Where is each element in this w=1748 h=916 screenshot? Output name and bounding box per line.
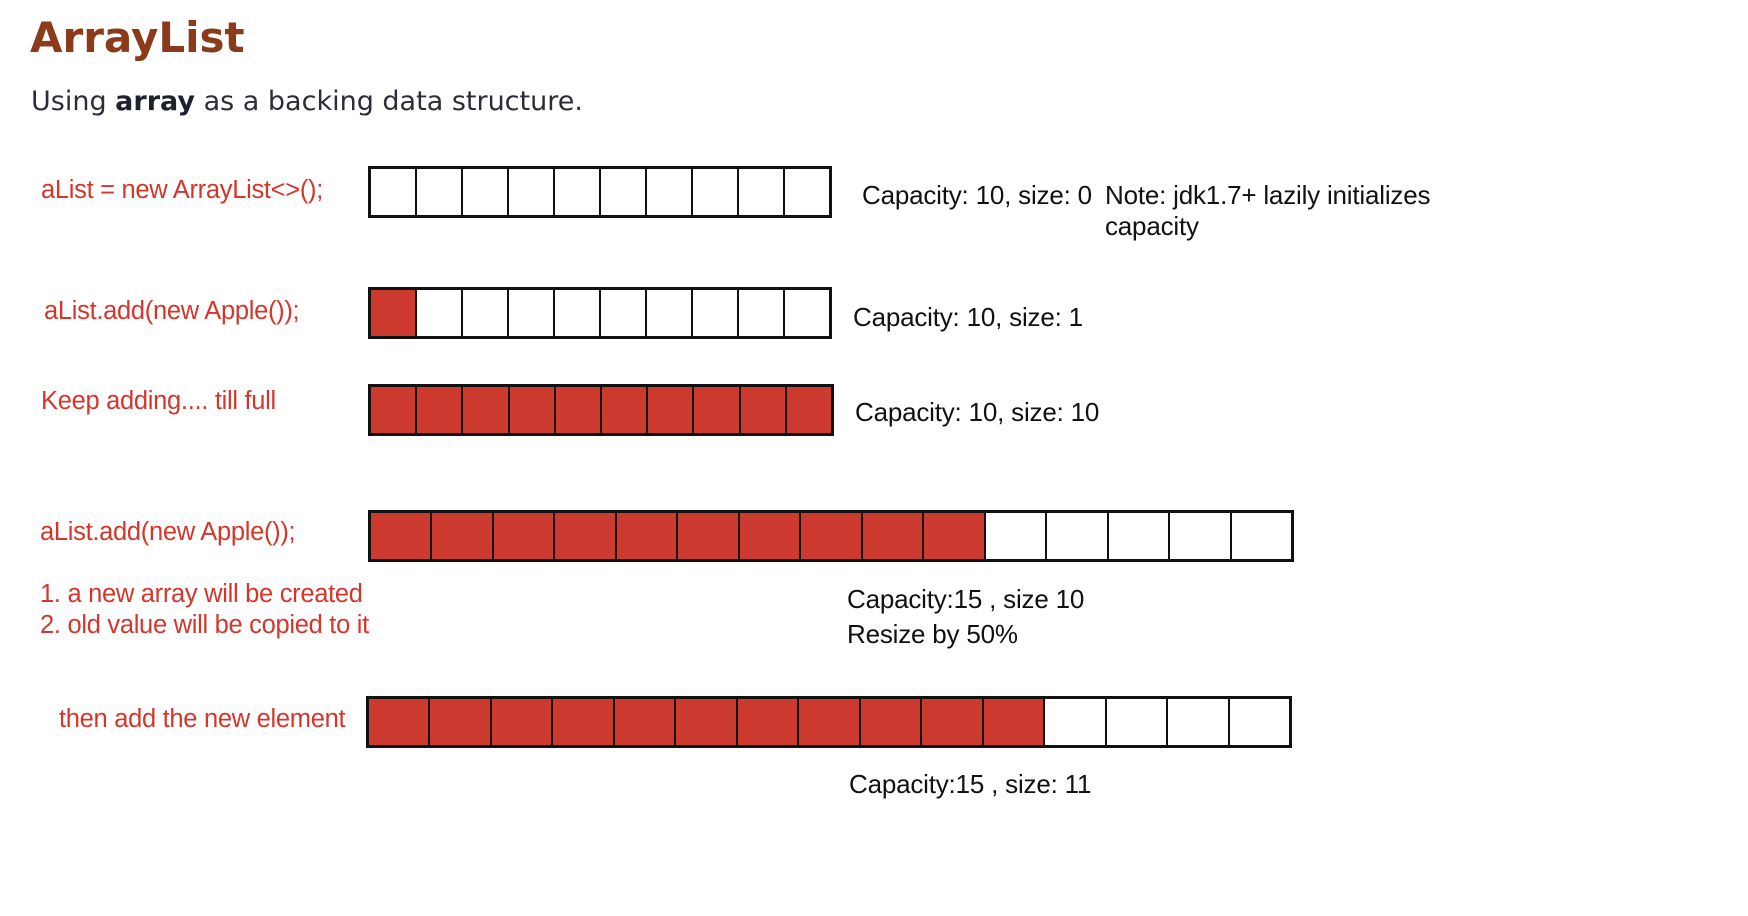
step4-status: Capacity:15 , size 10	[847, 584, 1085, 614]
array-cell-empty	[645, 290, 691, 336]
array-cell-empty	[507, 169, 553, 215]
array-cell-empty	[983, 513, 1046, 559]
array-cell-empty	[783, 169, 829, 215]
array-cell-filled	[369, 699, 429, 745]
step2-array	[368, 287, 832, 339]
step4-explanation-1: 1. a new array will be created	[40, 580, 363, 608]
step5-code-label: then add the new element	[59, 705, 346, 733]
array-cell-empty	[1227, 699, 1290, 745]
step1-status: Capacity: 10, size: 0	[862, 180, 1092, 210]
subtitle-prefix: Using	[31, 86, 116, 117]
array-cell-filled	[461, 387, 508, 433]
array-cell-empty	[1168, 513, 1230, 559]
array-cell-empty	[415, 169, 461, 215]
array-cell-filled	[799, 513, 861, 559]
array-cell-empty	[1106, 513, 1169, 559]
array-cell-filled	[738, 387, 785, 433]
array-cell-filled	[860, 513, 923, 559]
array-cell-empty	[737, 290, 783, 336]
step4-code-label: aList.add(new Apple());	[40, 518, 296, 546]
array-cell-filled	[922, 513, 984, 559]
step2-code-label: aList.add(new Apple());	[44, 297, 300, 325]
array-cell-empty	[691, 290, 737, 336]
step1-array	[368, 166, 832, 218]
array-cell-filled	[692, 387, 739, 433]
array-cell-filled	[784, 387, 832, 433]
array-cell-filled	[614, 513, 677, 559]
array-cell-empty	[1043, 699, 1105, 745]
array-cell-filled	[489, 699, 552, 745]
array-cell-filled	[797, 699, 859, 745]
array-cell-filled	[612, 699, 675, 745]
page-subtitle: Using array as a backing data structure.	[31, 82, 583, 122]
array-cell-empty	[553, 169, 599, 215]
array-cell-filled	[553, 513, 615, 559]
array-cell-filled	[430, 513, 492, 559]
array-cell-empty	[371, 169, 415, 215]
array-cell-filled	[371, 387, 416, 433]
array-cell-filled	[646, 387, 693, 433]
array-cell-filled	[428, 699, 490, 745]
step1-note: Note: jdk1.7+ lazily initializes	[1105, 180, 1431, 210]
array-cell-empty	[737, 169, 783, 215]
subtitle-emphasis: array	[115, 86, 196, 117]
step5-status: Capacity:15 , size: 11	[849, 769, 1092, 799]
array-cell-filled	[858, 699, 921, 745]
array-cell-empty	[645, 169, 691, 215]
step1-note-continued: capacity	[1105, 211, 1199, 241]
array-cell-filled	[507, 387, 554, 433]
step3-array	[368, 384, 834, 436]
array-cell-filled	[415, 387, 462, 433]
array-cell-empty	[415, 290, 461, 336]
step4-array	[368, 510, 1294, 562]
array-cell-filled	[491, 513, 554, 559]
step5-array	[366, 696, 1292, 748]
step4-resize-note: Resize by 50%	[847, 619, 1018, 649]
array-cell-filled	[371, 290, 415, 336]
array-cell-empty	[461, 169, 507, 215]
subtitle-suffix: as a backing data structure.	[195, 86, 583, 117]
array-cell-filled	[600, 387, 647, 433]
array-cell-filled	[674, 699, 736, 745]
step1-code-label: aList = new ArrayList<>();	[41, 176, 324, 204]
step4-explanation-2: 2. old value will be copied to it	[40, 611, 369, 639]
array-cell-filled	[553, 387, 601, 433]
array-cell-empty	[599, 290, 645, 336]
array-cell-empty	[461, 290, 507, 336]
array-cell-empty	[1229, 513, 1292, 559]
array-cell-empty	[553, 290, 599, 336]
array-cell-filled	[737, 513, 800, 559]
array-cell-empty	[783, 290, 829, 336]
array-cell-filled	[551, 699, 613, 745]
step3-code-label: Keep adding.... till full	[41, 387, 276, 415]
array-cell-filled	[920, 699, 982, 745]
array-cell-filled	[676, 513, 738, 559]
array-cell-filled	[371, 513, 431, 559]
array-cell-empty	[507, 290, 553, 336]
array-cell-empty	[599, 169, 645, 215]
array-cell-empty	[691, 169, 737, 215]
step2-status: Capacity: 10, size: 1	[853, 302, 1083, 332]
array-cell-empty	[1166, 699, 1228, 745]
array-cell-filled	[735, 699, 798, 745]
array-cell-empty	[1104, 699, 1167, 745]
array-cell-empty	[1045, 513, 1107, 559]
array-cell-filled	[981, 699, 1044, 745]
step3-status: Capacity: 10, size: 10	[855, 397, 1100, 427]
page-title: ArrayList	[30, 13, 245, 62]
